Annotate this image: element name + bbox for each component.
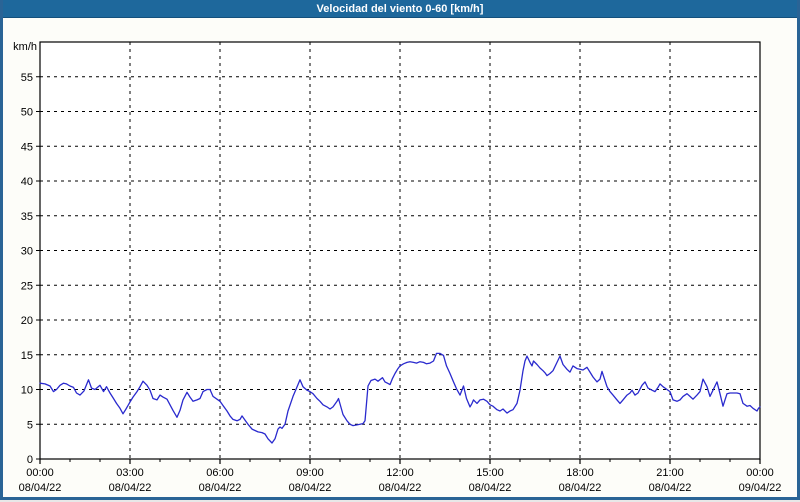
x-tick-date-label: 08/04/22: [469, 482, 512, 494]
x-tick-time-label: 12:00: [386, 467, 414, 479]
title-bar: Velocidad del viento 0-60 [km/h]: [0, 0, 800, 18]
y-tick-label-0: 0: [27, 454, 33, 466]
x-tick-time-label: 09:00: [296, 467, 324, 479]
y-tick-label-50: 50: [21, 107, 33, 119]
x-tick-time-label: 18:00: [566, 467, 594, 479]
y-tick-label-55: 55: [21, 72, 33, 84]
x-tick-date-label: 08/04/22: [379, 482, 422, 494]
x-tick-date-label: 08/04/22: [19, 482, 62, 494]
x-tick-time-label: 06:00: [206, 467, 234, 479]
wind-speed-line: [39, 352, 761, 444]
y-tick-label-30: 30: [21, 246, 33, 258]
x-tick-date-label: 08/04/22: [289, 482, 332, 494]
x-tick-date-label: 08/04/22: [109, 482, 152, 494]
x-tick-date-label: 09/04/22: [739, 482, 782, 494]
y-tick-label-15: 15: [21, 350, 33, 362]
x-tick-time-label: 15:00: [476, 467, 504, 479]
x-tick-time-label: 00:00: [26, 467, 54, 479]
x-tick-time-label: 21:00: [656, 467, 684, 479]
y-tick-label-40: 40: [21, 176, 33, 188]
y-tick-label-5: 5: [27, 419, 33, 431]
wind-speed-chart: 0 5 10 15 20 25 30 35 40 45 50 55 km/h 00:00 08/04/22 0…: [13, 41, 782, 494]
chart-area: 0 5 10 15 20 25 30 35 40 45 50 55 km/h 00:00 08/04/22 0…: [3, 18, 797, 497]
x-tick-date-label: 08/04/22: [199, 482, 242, 494]
y-tick-label-10: 10: [21, 385, 33, 397]
x-tick-date-label: 08/04/22: [559, 482, 602, 494]
y-tick-label-25: 25: [21, 280, 33, 292]
y-axis-unit-label: km/h: [13, 41, 37, 53]
chart-title: Velocidad del viento 0-60 [km/h]: [316, 3, 484, 15]
y-tick-label-45: 45: [21, 141, 33, 153]
y-tick-label-20: 20: [21, 315, 33, 327]
x-tick-date-label: 08/04/22: [649, 482, 692, 494]
x-tick-time-label: 03:00: [116, 467, 144, 479]
x-tick-time-label: 00:00: [746, 467, 774, 479]
y-tick-label-35: 35: [21, 211, 33, 223]
